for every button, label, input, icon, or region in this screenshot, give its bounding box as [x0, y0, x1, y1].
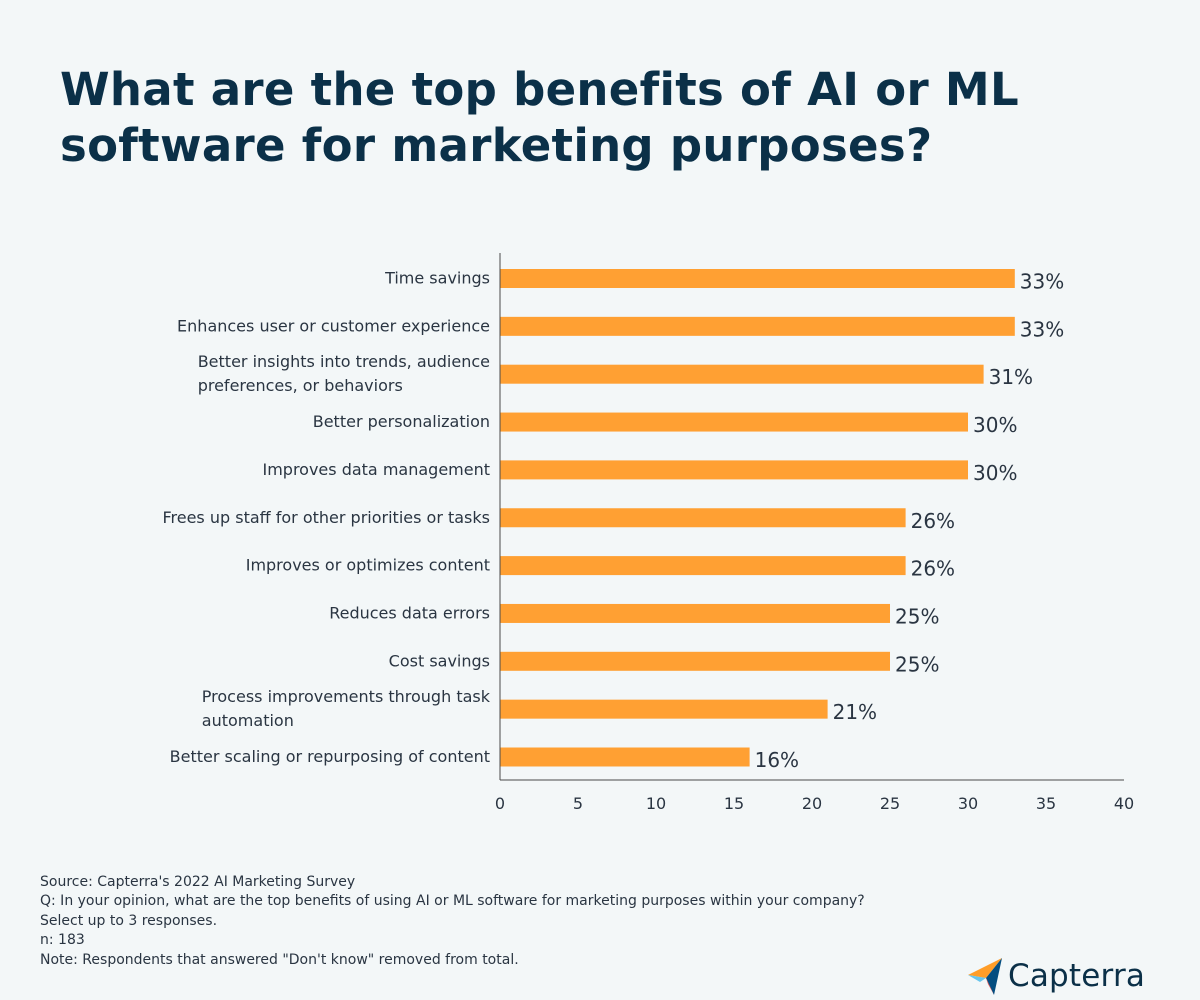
category-label: Cost savings: [389, 651, 490, 670]
x-tick-label: 25: [880, 794, 900, 813]
survey-instruction: Select up to 3 responses.: [40, 912, 218, 929]
bar: [500, 269, 1015, 288]
category-label: Better scaling or repurposing of content: [170, 747, 490, 766]
bar: [500, 556, 906, 576]
category-label: Enhances user or customer experience: [177, 316, 490, 335]
bar: [500, 603, 890, 623]
value-label: 25%: [895, 652, 939, 676]
sample-size: n: 183: [40, 932, 85, 949]
x-tick-label: 0: [495, 794, 505, 813]
category-label: Improves data management: [262, 460, 490, 479]
category-labels-group: Time savings Enhances user or customer ex…: [162, 269, 490, 767]
x-tick-label: 30: [958, 794, 978, 813]
bar: [500, 316, 1015, 336]
capterra-logo-icon: [968, 958, 1002, 995]
value-label: 31%: [989, 365, 1033, 389]
bar: [500, 412, 968, 432]
exclusion-note: Note: Respondents that answered "Don't k…: [40, 951, 519, 968]
category-label: Time savings: [384, 269, 490, 288]
value-labels-group: 33% 33% 31% 30% 30% 26% 26% 25% 25% 21% 16%: [755, 270, 1065, 773]
value-label: 30%: [973, 461, 1017, 485]
x-tick-label: 35: [1036, 794, 1056, 813]
chart-title: What are the top benefits of AI or ML so…: [60, 63, 1019, 172]
survey-question: Q: In your opinion, what are the top ben…: [40, 893, 865, 910]
capterra-logo: Capterra: [966, 954, 1145, 998]
bar: [500, 651, 890, 671]
value-label: 26%: [911, 557, 955, 581]
axes-group: [499, 253, 1124, 781]
value-label: 25%: [895, 604, 939, 628]
x-tick-label: 15: [724, 794, 744, 813]
brand-name: Capterra: [1008, 958, 1146, 994]
x-tick-label: 20: [802, 794, 822, 813]
source-note: Source: Capterra's 2022 AI Marketing Sur…: [40, 874, 356, 890]
value-label: 33%: [1020, 270, 1064, 294]
value-label: 26%: [911, 509, 955, 533]
x-tick-labels-group: 0 5 10 15 20 25 30 35 40: [495, 794, 1134, 813]
category-label: Frees up staff for other priorities or t…: [162, 508, 490, 527]
x-tick-label: 40: [1114, 794, 1134, 813]
category-label: Reduces data errors: [329, 603, 490, 622]
category-label: Better insights into trends, audience pre…: [198, 352, 490, 395]
category-label: Better personalization: [313, 412, 490, 431]
bar: [500, 747, 750, 767]
bars-group: [500, 269, 1015, 767]
bar: [500, 460, 968, 480]
x-tick-label: 5: [573, 794, 583, 813]
value-label: 33%: [1020, 317, 1064, 341]
bar: [500, 508, 906, 528]
bar: [500, 364, 984, 384]
category-label: Improves or optimizes content: [246, 556, 490, 575]
value-label: 16%: [755, 748, 799, 772]
value-label: 30%: [973, 413, 1017, 437]
bar: [500, 699, 828, 719]
category-label: Process improvements through task automat…: [202, 687, 491, 730]
value-label: 21%: [833, 700, 877, 724]
chart-footer: Source: Capterra's 2022 AI Marketing Sur…: [40, 873, 940, 970]
x-tick-label: 10: [646, 794, 666, 813]
